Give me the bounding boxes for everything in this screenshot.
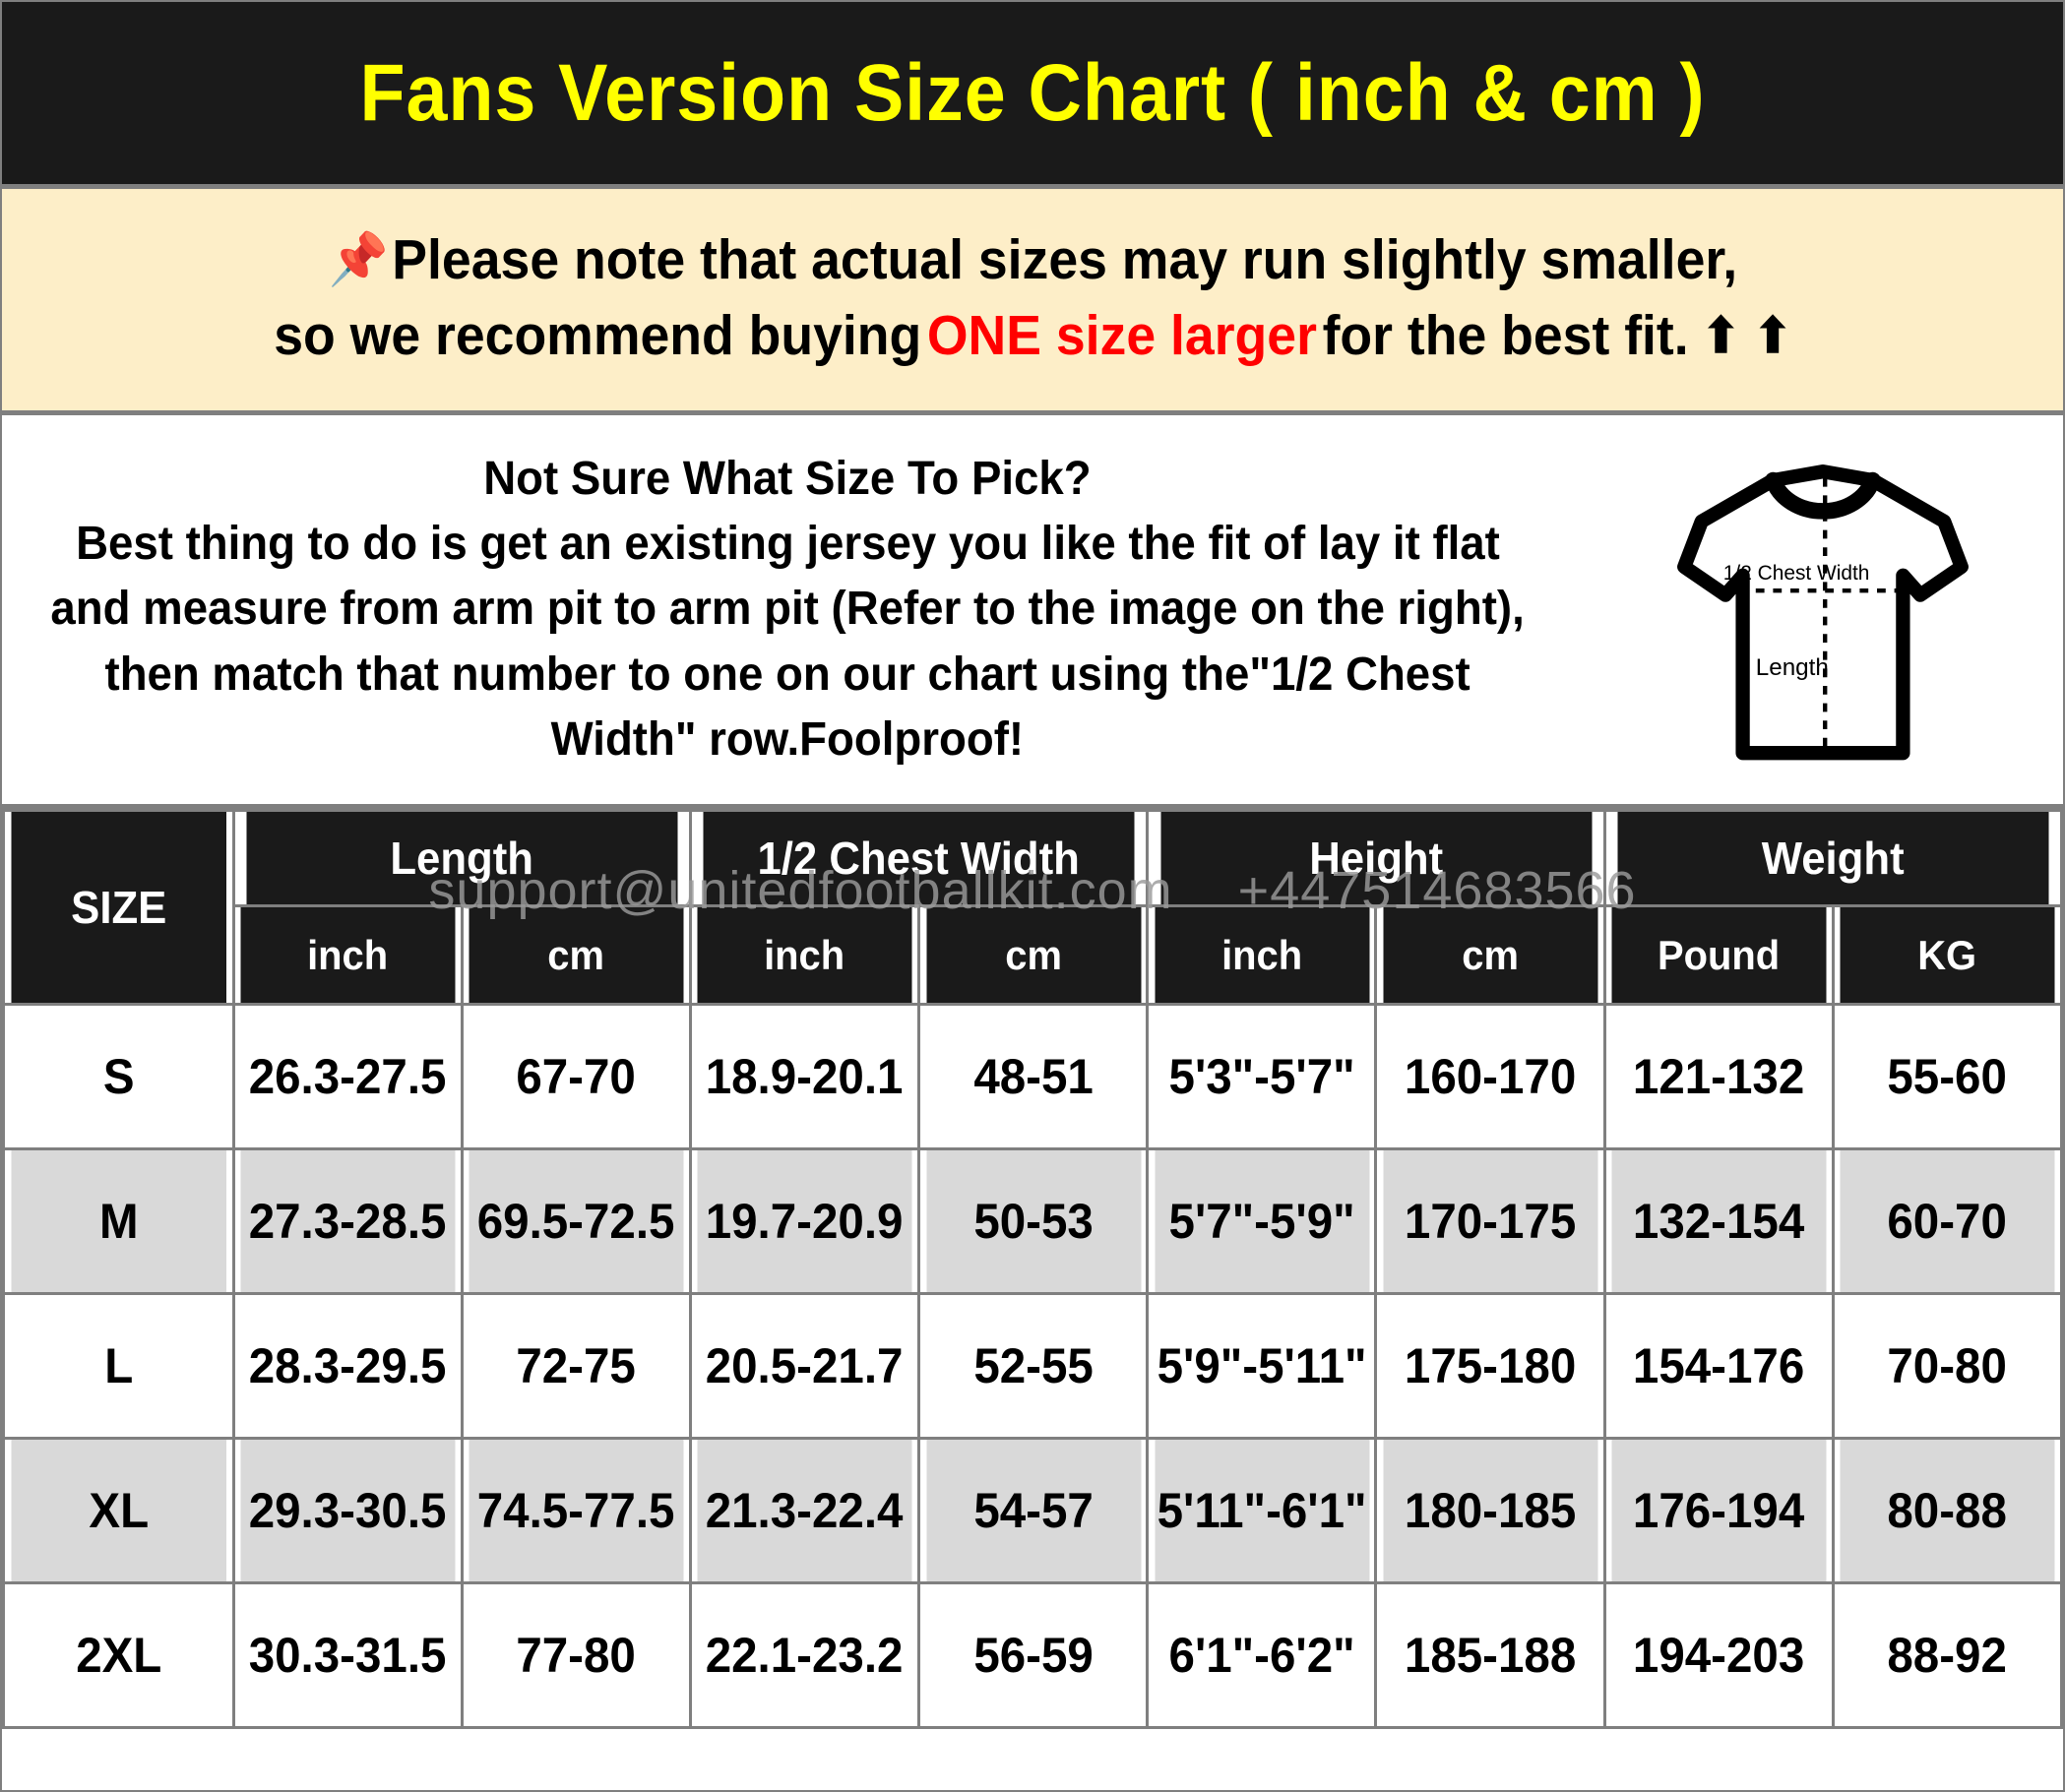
header-unit-length-inch: inch xyxy=(237,904,458,1006)
chest-width-label: 1/2 Chest Width xyxy=(1723,562,1870,585)
cell-weight-pound: 154-176 xyxy=(1608,1292,1829,1440)
cell-length-cm: 67-70 xyxy=(466,1003,686,1150)
cell-height-inch: 6'1"-6'2" xyxy=(1152,1581,1372,1729)
cell-chest-cm: 48-51 xyxy=(922,1003,1144,1150)
cell-weight-kg: 70-80 xyxy=(1837,1292,2058,1440)
cell-weight-pound: 132-154 xyxy=(1608,1147,1829,1295)
tshirt-diagram-icon: 1/2 Chest Width Length xyxy=(1677,463,1970,760)
page-title: Fans Version Size Chart ( inch & cm ) xyxy=(359,47,1706,138)
header-group-height: Height xyxy=(1157,809,1595,907)
cell-chest-inch: 18.9-20.1 xyxy=(694,1003,915,1150)
note-highlight: ONE size larger xyxy=(926,303,1317,367)
length-label: Length xyxy=(1756,654,1829,681)
size-table-area: support@unitedfootballkit.com +447514683… xyxy=(2,809,2063,1729)
measure-instructions: Not Sure What Size To Pick? Best thing t… xyxy=(2,415,1583,804)
size-table-head: SIZE Length 1/2 Chest Width Height Weigh… xyxy=(4,809,2062,1006)
note-line-2-after: for the best fit. xyxy=(1322,303,1689,367)
cell-height-cm: 170-175 xyxy=(1380,1147,1600,1295)
title-banner: Fans Version Size Chart ( inch & cm ) xyxy=(2,2,2063,189)
arrow-up-icon-1: ⬆ xyxy=(1701,307,1740,363)
cell-chest-cm: 56-59 xyxy=(922,1581,1144,1729)
cell-length-cm: 72-75 xyxy=(466,1292,686,1440)
cell-chest-inch: 22.1-23.2 xyxy=(694,1581,915,1729)
cell-size: M xyxy=(7,1147,229,1295)
header-unit-weight-kg: KG xyxy=(1837,904,2058,1006)
cell-size: XL xyxy=(7,1437,229,1584)
info-line-4: Width" row.Foolproof! xyxy=(550,712,1025,766)
cell-height-inch: 5'7"-5'9" xyxy=(1152,1147,1372,1295)
tshirt-diagram-wrapper: 1/2 Chest Width Length xyxy=(1583,415,2063,804)
table-row: M 27.3-28.5 69.5-72.5 19.7-20.9 50-53 5'7"-5'… xyxy=(4,1147,2062,1295)
cell-size: L xyxy=(7,1292,229,1440)
size-table-body: S 26.3-27.5 67-70 18.9-20.1 48-51 5'3"-5'7" 16… xyxy=(4,1003,2062,1729)
header-unit-height-inch: inch xyxy=(1152,904,1372,1006)
cell-height-inch: 5'3"-5'7" xyxy=(1152,1003,1372,1150)
info-line-1: Best thing to do is get an existing jers… xyxy=(75,518,1500,571)
note-line-2-before: so we recommend buying xyxy=(273,303,921,367)
unit-header-row: inch cm inch cm inch cm Pound KG xyxy=(4,904,2062,1006)
cell-length-cm: 69.5-72.5 xyxy=(466,1147,686,1295)
cell-height-inch: 5'11"-6'1" xyxy=(1152,1437,1372,1584)
cell-length-inch: 26.3-27.5 xyxy=(237,1003,458,1150)
header-group-length: Length xyxy=(243,809,681,907)
cell-weight-kg: 80-88 xyxy=(1837,1437,2058,1584)
cell-length-cm: 74.5-77.5 xyxy=(466,1437,686,1584)
cell-chest-cm: 50-53 xyxy=(922,1147,1144,1295)
info-heading: Not Sure What Size To Pick? xyxy=(483,452,1092,505)
size-note-box: 📌 Please note that actual sizes may run … xyxy=(2,189,2063,415)
arrow-up-icon-2: ⬆ xyxy=(1752,307,1792,363)
measure-info-section: Not Sure What Size To Pick? Best thing t… xyxy=(2,415,2063,809)
header-unit-height-cm: cm xyxy=(1380,904,1600,1006)
cell-weight-kg: 88-92 xyxy=(1837,1581,2058,1729)
note-line-1-text: Please note that actual sizes may run sl… xyxy=(391,227,1737,291)
cell-length-inch: 28.3-29.5 xyxy=(237,1292,458,1440)
cell-length-cm: 77-80 xyxy=(466,1581,686,1729)
cell-weight-pound: 121-132 xyxy=(1608,1003,1829,1150)
cell-chest-inch: 21.3-22.4 xyxy=(694,1437,915,1584)
header-unit-chest-cm: cm xyxy=(922,904,1144,1006)
cell-height-cm: 185-188 xyxy=(1380,1581,1600,1729)
group-header-row: SIZE Length 1/2 Chest Width Height Weigh… xyxy=(4,809,2062,1006)
cell-chest-inch: 20.5-21.7 xyxy=(694,1292,915,1440)
cell-weight-pound: 176-194 xyxy=(1608,1437,1829,1584)
note-line-2: so we recommend buying ONE size larger f… xyxy=(274,298,1792,374)
header-unit-length-cm: cm xyxy=(466,904,686,1006)
table-row: 2XL 30.3-31.5 77-80 22.1-23.2 56-59 6'1"-6'2"… xyxy=(4,1581,2062,1729)
pushpin-icon: 📌 xyxy=(328,231,389,289)
table-row: S 26.3-27.5 67-70 18.9-20.1 48-51 5'3"-5'7" 16… xyxy=(4,1003,2062,1150)
cell-length-inch: 27.3-28.5 xyxy=(237,1147,458,1295)
cell-chest-cm: 52-55 xyxy=(922,1292,1144,1440)
cell-weight-kg: 60-70 xyxy=(1837,1147,2058,1295)
info-line-3: then match that number to one on our cha… xyxy=(104,648,1471,701)
cell-height-inch: 5'9"-5'11" xyxy=(1152,1292,1372,1440)
cell-size: 2XL xyxy=(7,1581,229,1729)
cell-size: S xyxy=(7,1003,229,1150)
cell-weight-kg: 55-60 xyxy=(1837,1003,2058,1150)
cell-weight-pound: 194-203 xyxy=(1608,1581,1829,1729)
cell-length-inch: 29.3-30.5 xyxy=(237,1437,458,1584)
cell-height-cm: 175-180 xyxy=(1380,1292,1600,1440)
cell-height-cm: 180-185 xyxy=(1380,1437,1600,1584)
cell-height-cm: 160-170 xyxy=(1380,1003,1600,1150)
info-line-2: and measure from arm pit to arm pit (Ref… xyxy=(50,583,1525,636)
note-line-1: 📌 Please note that actual sizes may run … xyxy=(328,222,1736,298)
cell-chest-cm: 54-57 xyxy=(922,1437,1144,1584)
table-row: L 28.3-29.5 72-75 20.5-21.7 52-55 5'9"-5'11" 1… xyxy=(4,1292,2062,1440)
header-group-weight: Weight xyxy=(1614,809,2052,907)
size-table: SIZE Length 1/2 Chest Width Height Weigh… xyxy=(2,809,2063,1729)
cell-chest-inch: 19.7-20.9 xyxy=(694,1147,915,1295)
cell-length-inch: 30.3-31.5 xyxy=(237,1581,458,1729)
header-unit-chest-inch: inch xyxy=(694,904,915,1006)
header-unit-weight-pound: Pound xyxy=(1608,904,1829,1006)
header-group-chest-width: 1/2 Chest Width xyxy=(700,809,1138,907)
header-size: SIZE xyxy=(7,809,229,1006)
table-row: XL 29.3-30.5 74.5-77.5 21.3-22.4 54-57 5'11"-… xyxy=(4,1437,2062,1584)
